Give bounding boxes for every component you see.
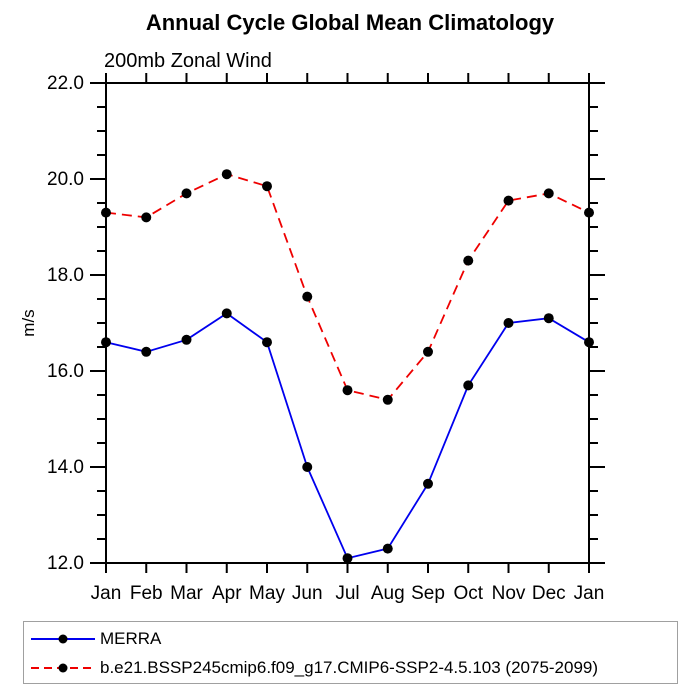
x-tick-label: May: [249, 583, 285, 604]
y-tick-label: 18.0: [47, 265, 84, 286]
data-point-marker: [463, 380, 474, 391]
data-point-marker: [584, 207, 594, 218]
legend-sample-marker: [58, 634, 68, 643]
data-point-marker: [141, 346, 152, 357]
legend-line-sample-dashed: [31, 663, 95, 672]
series-line-1: [105, 173, 590, 401]
y-tick-label: 22.0: [47, 73, 84, 94]
data-point-marker: [141, 212, 152, 223]
legend-item-model: b.e21.BSSP245cmip6.f09_g17.CMIP6-SSP2-4.…: [24, 653, 677, 682]
data-point-marker: [302, 291, 313, 302]
chart-subtitle: 200mb Zonal Wind: [104, 50, 272, 72]
x-tick-label: Sep: [411, 583, 445, 604]
data-point-marker: [382, 394, 393, 405]
data-point-marker: [302, 462, 313, 472]
data-point-marker: [101, 207, 111, 218]
plot-frame: [105, 82, 590, 564]
x-tick-label: Aug: [371, 583, 405, 604]
data-point-marker: [221, 169, 232, 180]
legend-label: MERRA: [100, 628, 162, 648]
plot-svg: Jan Feb Mar Apr May Jun Jul Aug Sep Oct Nov Dec Jan 1…: [19, 73, 605, 604]
x-tick-label: Feb: [130, 583, 163, 604]
chart-title: Annual Cycle Global Mean Climatology: [145, 10, 555, 35]
series-line-0: [105, 312, 590, 560]
legend-label: b.e21.BSSP245cmip6.f09_g17.CMIP6-SSP2-4.…: [100, 657, 599, 677]
data-point-marker: [221, 308, 232, 319]
legend-item-merra: MERRA: [24, 624, 677, 653]
data-point-marker: [463, 255, 474, 266]
y-tick-label: 12.0: [47, 553, 84, 574]
x-tick-label: Oct: [453, 583, 483, 604]
legend-sample-marker: [58, 663, 68, 672]
legend-box: MERRA b.e21.BSSP245cmip6.f09_g17.CMIP6-S…: [23, 621, 678, 684]
x-tick-label: Jan: [574, 583, 605, 604]
x-tick-label: Apr: [212, 583, 242, 604]
data-point-marker: [543, 313, 554, 324]
x-tick-label: Jul: [335, 583, 359, 604]
data-point-marker: [503, 318, 514, 328]
data-point-marker: [503, 195, 514, 206]
x-tick-label: Nov: [492, 583, 526, 604]
data-point-marker: [181, 334, 192, 345]
y-axis-unit-label: m/s: [19, 309, 38, 336]
y-tick-label: 20.0: [47, 169, 84, 190]
data-point-marker: [423, 346, 433, 357]
x-tick-label: Jan: [91, 583, 122, 604]
y-tick-label: 14.0: [47, 457, 84, 478]
data-point-marker: [342, 385, 353, 396]
data-point-marker: [423, 478, 433, 489]
data-point-marker: [262, 337, 272, 348]
data-point-marker: [382, 543, 393, 554]
data-point-marker: [584, 337, 594, 348]
data-point-marker: [101, 337, 111, 348]
data-point-marker: [181, 188, 192, 199]
x-tick-label: Dec: [532, 583, 566, 604]
data-point-marker: [342, 553, 353, 564]
legend-line-sample-solid: [31, 634, 95, 643]
x-tick-label: Jun: [292, 583, 323, 604]
data-point-marker: [262, 181, 272, 192]
x-tick-label: Mar: [170, 583, 203, 604]
data-point-marker: [543, 188, 554, 199]
y-tick-label: 16.0: [47, 361, 84, 382]
